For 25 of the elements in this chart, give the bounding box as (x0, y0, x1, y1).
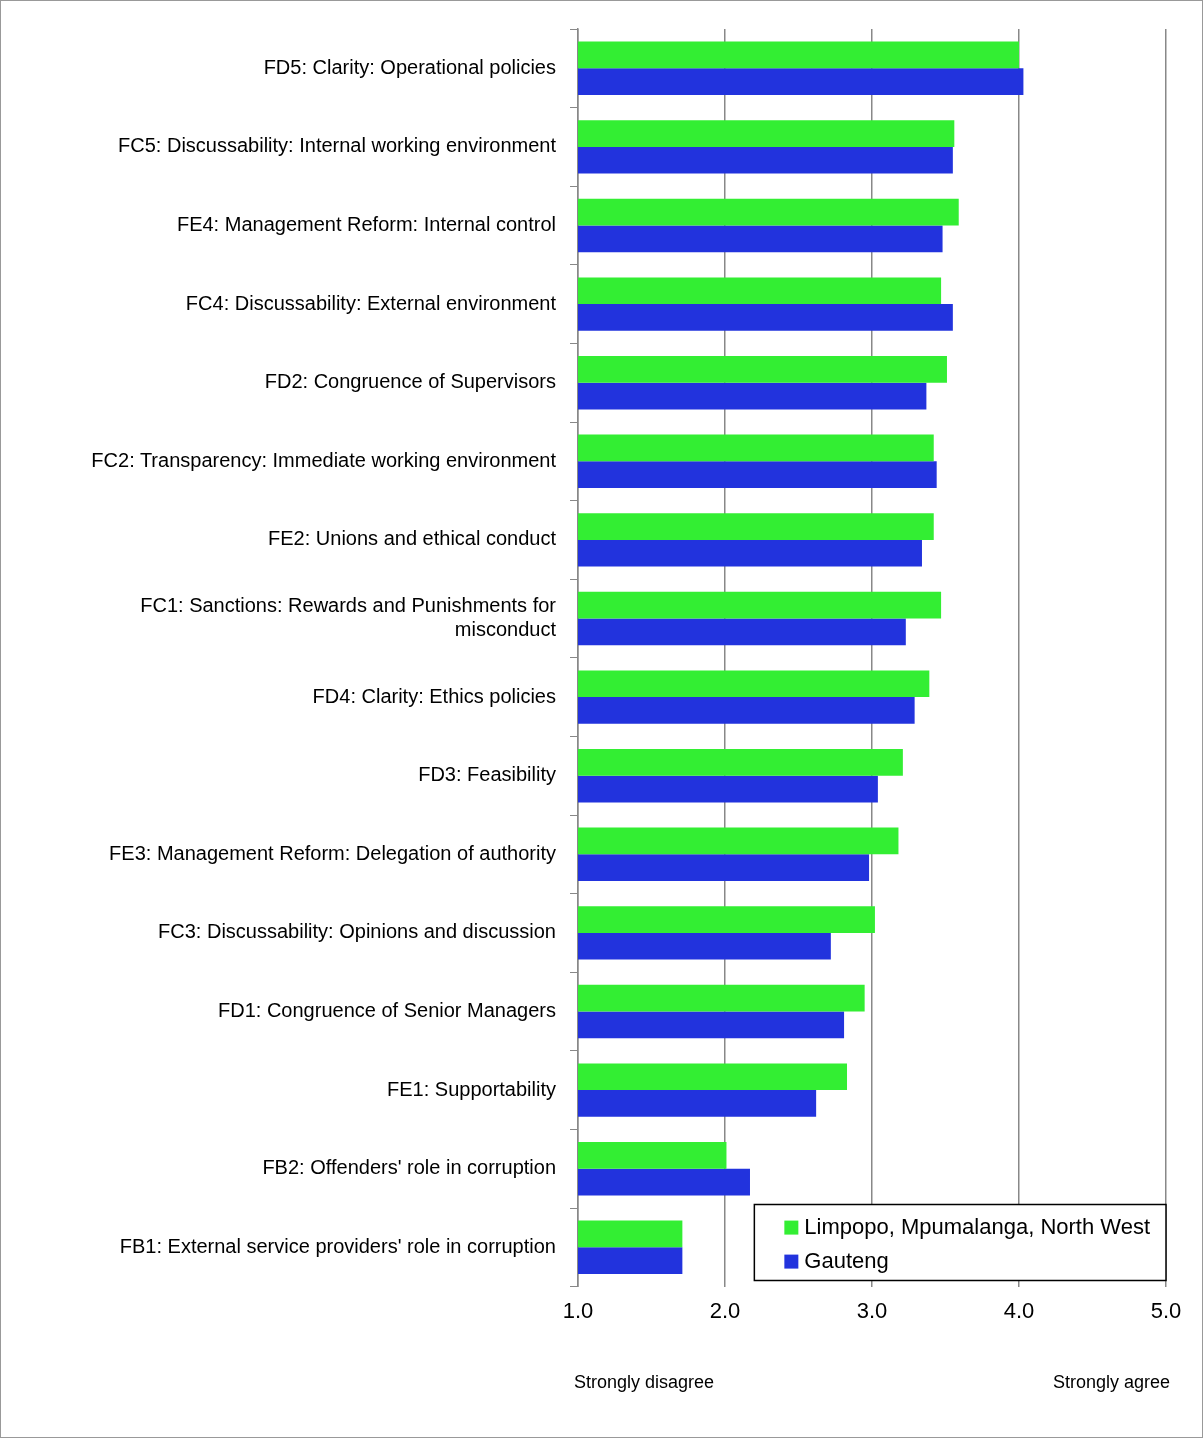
legend-label: Gauteng (804, 1247, 889, 1273)
y-tick-label: FB1: External service providers' role in corruption (119, 1234, 556, 1257)
legend-label: Limpopo, Mpumalanga, North West (804, 1213, 1150, 1239)
y-tick-label: FD3: Feasibility (418, 763, 556, 786)
x-tick-label: 5.0 (1150, 1297, 1182, 1323)
text: Strongly disagree (574, 1371, 715, 1392)
y-tick-label: FE2: Unions and ethical conduct (268, 527, 557, 550)
y-tick-label: FE4: Management Reform: Internal control (176, 213, 556, 236)
y-tick-label: FD5: Clarity: Operational policies (263, 55, 556, 78)
y-tick-label: FC4: Discussability: External environment (185, 291, 557, 314)
x-tick-label: 4.0 (1003, 1297, 1035, 1323)
y-tick-label: FB2: Offenders' role in corruption (262, 1156, 556, 1179)
x-tick-label: 1.0 (562, 1297, 594, 1323)
y-tick-label: FD4: Clarity: Ethics policies (312, 684, 556, 707)
y-tick-label: FC5: Discussability: Internal working environment (118, 134, 557, 157)
y-tick-label: FD1: Congruence of Senior Managers (218, 999, 556, 1022)
y-tick-label: FC2: Transparency: Immediate working environment (91, 448, 557, 471)
x-tick-label: 2.0 (709, 1297, 741, 1323)
x-tick-label: 3.0 (856, 1297, 888, 1323)
y-tick-label: FC1: Sanctions: Rewards and Punishments for misconduct (140, 594, 557, 641)
y-tick-label: FE3: Management Reform: Delegation of authority (109, 841, 556, 864)
y-tick-label: FE1: Supportability (387, 1077, 556, 1100)
text: Strongly agree (1052, 1371, 1170, 1392)
y-tick-label: FD2: Congruence of Supervisors (264, 370, 556, 393)
y-tick-label: FC3: Discussability: Opinions and discussion (158, 920, 556, 943)
